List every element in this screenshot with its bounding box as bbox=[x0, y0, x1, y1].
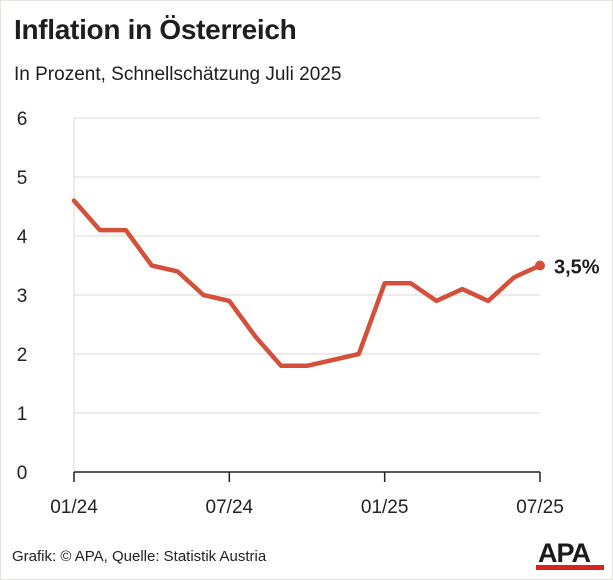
apa-logo: APA bbox=[536, 536, 606, 570]
end-value-label: 3,5% bbox=[554, 257, 600, 279]
series-line-inflation bbox=[71, 198, 543, 369]
y-tick-label-1: 1 bbox=[17, 404, 28, 425]
apa-logo-text: APA bbox=[538, 538, 591, 568]
apa-logo-bar bbox=[536, 565, 604, 570]
y-tick-label-3: 3 bbox=[17, 286, 28, 307]
x-tick-label-07-25: 07/25 bbox=[516, 497, 564, 518]
source-credit: Grafik: © APA, Quelle: Statistik Austria bbox=[12, 548, 267, 565]
y-tick-label-2: 2 bbox=[17, 345, 28, 366]
x-tick-label-01-24: 01/24 bbox=[50, 497, 98, 518]
y-tick-label-0: 0 bbox=[17, 463, 28, 484]
end-point-marker bbox=[535, 260, 545, 271]
y-tick-label-6: 6 bbox=[17, 109, 28, 130]
y-tick-label-5: 5 bbox=[17, 168, 28, 189]
x-tick-label-07-24: 07/24 bbox=[206, 497, 254, 518]
y-tick-label-4: 4 bbox=[17, 227, 28, 248]
chart-subtitle: In Prozent, Schnellschätzung Juli 2025 bbox=[14, 64, 342, 85]
x-tick-label-01-25: 01/25 bbox=[361, 497, 409, 518]
chart-title: Inflation in Österreich bbox=[14, 14, 297, 45]
